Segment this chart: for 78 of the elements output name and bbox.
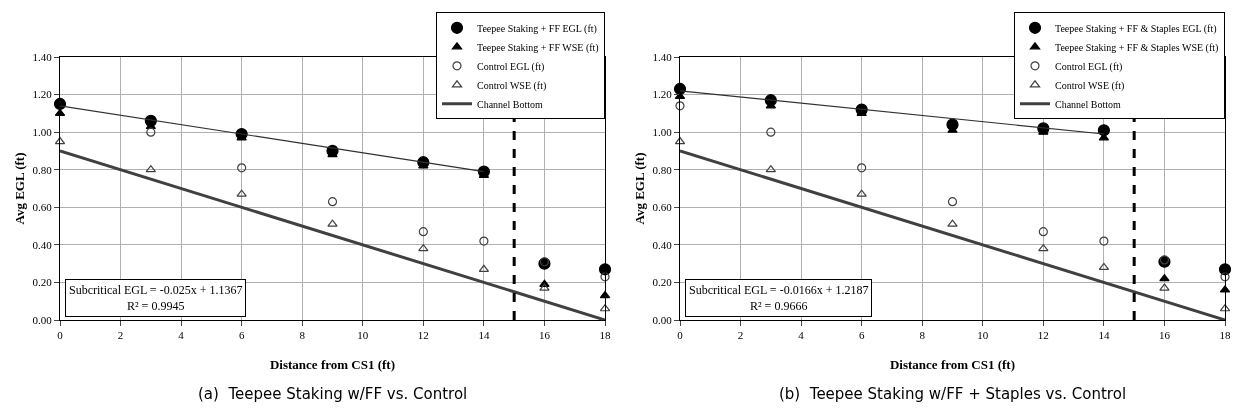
x-tick-label: 14 — [1098, 329, 1110, 342]
point — [947, 197, 958, 207]
point — [856, 189, 867, 197]
x-tick-label: 6 — [858, 329, 865, 342]
legend-label: Channel Bottom — [1055, 98, 1122, 110]
legend-label: Control EGL (ft) — [477, 60, 545, 73]
legend-label: Teepee Staking + FF EGL (ft) — [477, 22, 597, 35]
x-tick-label: 16 — [1158, 329, 1171, 342]
y-tick-label: 0.60 — [652, 201, 673, 214]
x-axis-title: Distance from CS1 (ft) — [269, 357, 396, 372]
x-tick-label: 0 — [57, 329, 64, 342]
point — [600, 272, 610, 282]
y-tick-label: 1.40 — [652, 50, 673, 63]
legend-label: Control WSE (ft) — [1055, 79, 1125, 92]
point — [327, 219, 338, 227]
x-tick-label: 12 — [1037, 329, 1049, 342]
legend-label: Teepee Staking + FF WSE (ft) — [477, 41, 599, 54]
annotation: Subcritical EGL = -0.0166x + 1.2187 R² = 0.9666 — [689, 283, 869, 313]
point — [327, 197, 338, 207]
y-tick-label: 0.00 — [32, 313, 53, 326]
y-tick-label: 0.60 — [32, 201, 53, 214]
y-tick-label: 1.40 — [32, 50, 53, 63]
x-axis-title: Distance from CS1 (ft) — [889, 357, 1016, 372]
y-tick-label: 0.80 — [32, 163, 53, 176]
y-axis-title: Avg EGL (ft) — [12, 152, 27, 225]
point — [947, 219, 958, 227]
y-tick-label: 0.40 — [32, 238, 53, 251]
x-tick-label: 4 — [798, 329, 805, 342]
point — [1220, 272, 1230, 282]
point — [539, 283, 550, 291]
point — [675, 101, 685, 111]
x-tick-label: 18 — [599, 329, 611, 342]
x-tick-label: 2 — [737, 329, 744, 342]
x-tick-label: 10 — [357, 329, 369, 342]
annotation: Subcritical EGL = -0.025x + 1.1367 R² = 0.9945 — [69, 283, 243, 313]
x-tick-label: 4 — [178, 329, 185, 342]
point — [674, 136, 686, 145]
y-tick-label: 1.00 — [32, 125, 53, 138]
x-tick-label: 12 — [417, 329, 429, 342]
point — [146, 127, 156, 137]
x-tick-label: 10 — [977, 329, 989, 342]
x-tick-label: 18 — [1219, 329, 1231, 342]
point — [1099, 236, 1109, 246]
text: (b) Teepee Staking w/FF + Staples vs. Control — [779, 385, 1127, 403]
point — [1159, 283, 1170, 291]
x-tick-label: 8 — [919, 329, 926, 342]
y-tick-label: 0.40 — [652, 238, 673, 251]
point — [1038, 244, 1049, 252]
legend-label: Control EGL (ft) — [1055, 60, 1123, 73]
y-tick-label: 1.20 — [32, 88, 53, 101]
legend-label: Channel Bottom — [477, 98, 544, 110]
x-tick-label: 6 — [238, 329, 245, 342]
point — [418, 227, 428, 237]
y-tick-label: 0.80 — [652, 163, 673, 176]
point — [857, 163, 867, 173]
y-tick-label: 0.20 — [32, 276, 53, 289]
x-tick-label: 14 — [478, 329, 490, 342]
point — [236, 189, 247, 197]
legend-label: Control WSE (ft) — [477, 79, 547, 92]
x-tick-label: 16 — [538, 329, 551, 342]
legend-label: Teepee Staking + FF & Staples WSE (ft) — [1055, 41, 1219, 54]
point — [237, 163, 247, 173]
point — [766, 127, 776, 137]
y-tick-label: 1.00 — [652, 125, 673, 138]
legend-label: Teepee Staking + FF & Staples EGL (ft) — [1055, 22, 1217, 35]
point — [479, 236, 489, 246]
y-axis-title: Avg EGL (ft) — [632, 152, 647, 225]
point — [418, 244, 429, 252]
x-tick-label: 8 — [299, 329, 306, 342]
text: (a) Teepee Staking w/FF vs. Control — [198, 385, 468, 403]
x-tick-label: 0 — [677, 329, 684, 342]
point — [54, 136, 66, 145]
y-tick-label: 1.20 — [652, 88, 673, 101]
point — [1159, 274, 1170, 282]
y-tick-label: 0.00 — [652, 313, 673, 326]
point — [1038, 227, 1048, 237]
y-tick-label: 0.20 — [652, 276, 673, 289]
x-tick-label: 2 — [117, 329, 124, 342]
